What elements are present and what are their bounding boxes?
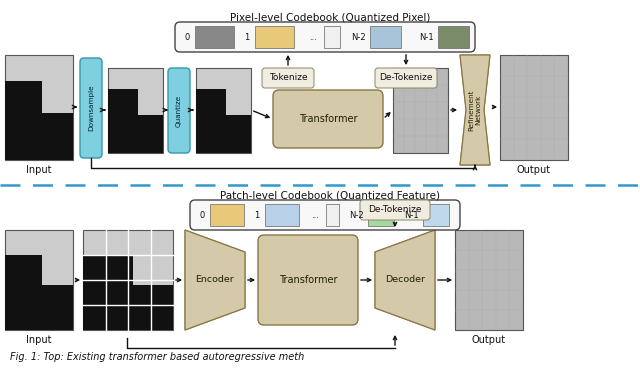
Bar bbox=[455, 230, 523, 330]
Bar bbox=[83, 230, 173, 330]
Polygon shape bbox=[5, 81, 73, 160]
Polygon shape bbox=[185, 230, 245, 330]
Text: Encoder: Encoder bbox=[196, 276, 234, 284]
Bar bbox=[423, 204, 449, 226]
Polygon shape bbox=[375, 230, 435, 330]
Polygon shape bbox=[460, 55, 490, 165]
Text: De-Tokenize: De-Tokenize bbox=[368, 206, 422, 214]
Bar bbox=[438, 26, 469, 48]
Text: Pixel-level Codebook (Quantized Pixel): Pixel-level Codebook (Quantized Pixel) bbox=[230, 12, 430, 22]
Bar bbox=[324, 26, 340, 48]
Text: Transformer: Transformer bbox=[299, 114, 357, 124]
Bar bbox=[5, 230, 73, 330]
Polygon shape bbox=[196, 89, 251, 153]
Text: N-2: N-2 bbox=[351, 32, 365, 41]
FancyBboxPatch shape bbox=[360, 200, 430, 220]
Text: ...: ... bbox=[311, 210, 319, 220]
Text: Output: Output bbox=[517, 165, 551, 175]
FancyBboxPatch shape bbox=[273, 90, 383, 148]
Text: De-Tokenize: De-Tokenize bbox=[380, 73, 433, 83]
Text: 1: 1 bbox=[244, 32, 250, 41]
Bar bbox=[196, 68, 251, 153]
Text: 1: 1 bbox=[254, 210, 260, 220]
Text: Fig. 1: Top: Existing transformer based autoregressive meth: Fig. 1: Top: Existing transformer based … bbox=[10, 352, 304, 362]
Bar bbox=[370, 26, 401, 48]
Polygon shape bbox=[83, 255, 173, 330]
Text: Transformer: Transformer bbox=[279, 275, 337, 285]
Text: N-2: N-2 bbox=[349, 210, 364, 220]
Text: Patch-level Codebook (Quantized Feature): Patch-level Codebook (Quantized Feature) bbox=[220, 190, 440, 200]
FancyBboxPatch shape bbox=[258, 235, 358, 325]
Bar bbox=[500, 55, 568, 160]
Bar bbox=[326, 204, 339, 226]
Polygon shape bbox=[375, 230, 435, 330]
Bar bbox=[393, 68, 448, 153]
Bar bbox=[255, 26, 294, 48]
FancyBboxPatch shape bbox=[375, 68, 437, 88]
Text: Input: Input bbox=[26, 335, 52, 345]
FancyBboxPatch shape bbox=[168, 68, 190, 153]
Text: ...: ... bbox=[309, 32, 317, 41]
Text: Tokenize: Tokenize bbox=[269, 73, 307, 83]
Polygon shape bbox=[108, 89, 163, 153]
Bar bbox=[210, 204, 244, 226]
Text: Decoder: Decoder bbox=[385, 276, 425, 284]
Polygon shape bbox=[185, 230, 245, 330]
Bar bbox=[108, 68, 163, 153]
Bar bbox=[265, 204, 299, 226]
Polygon shape bbox=[460, 55, 490, 165]
Text: 0: 0 bbox=[184, 32, 189, 41]
FancyBboxPatch shape bbox=[190, 200, 460, 230]
FancyBboxPatch shape bbox=[262, 68, 314, 88]
Bar bbox=[195, 26, 234, 48]
Polygon shape bbox=[5, 255, 73, 330]
FancyBboxPatch shape bbox=[175, 22, 475, 52]
Text: N-1: N-1 bbox=[419, 32, 433, 41]
Text: N-1: N-1 bbox=[404, 210, 419, 220]
Text: Downsample: Downsample bbox=[88, 85, 94, 131]
FancyBboxPatch shape bbox=[80, 58, 102, 158]
Bar bbox=[368, 204, 394, 226]
Text: 0: 0 bbox=[200, 210, 205, 220]
Text: Output: Output bbox=[472, 335, 506, 345]
Text: Quantize: Quantize bbox=[176, 94, 182, 127]
Text: Refinement
Network: Refinement Network bbox=[468, 89, 481, 131]
Bar bbox=[5, 55, 73, 160]
Text: Input: Input bbox=[26, 165, 52, 175]
